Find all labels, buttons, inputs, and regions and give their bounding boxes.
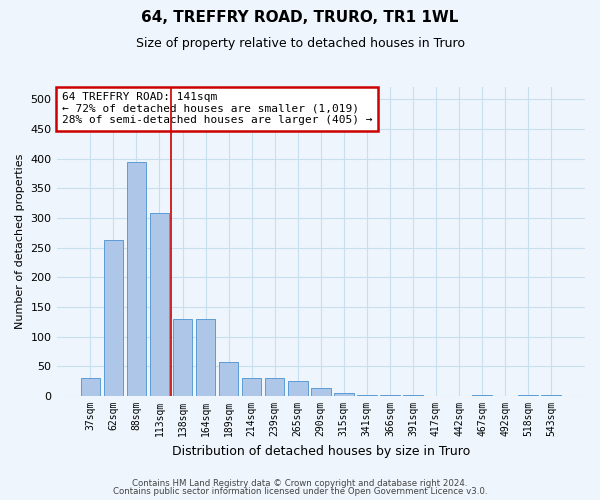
Text: Contains public sector information licensed under the Open Government Licence v3: Contains public sector information licen… [113, 487, 487, 496]
Bar [80, 378, 100, 396]
Bar [311, 388, 331, 396]
Y-axis label: Number of detached properties: Number of detached properties [15, 154, 25, 330]
Bar [334, 393, 353, 396]
Text: 64, TREFFRY ROAD, TRURO, TR1 1WL: 64, TREFFRY ROAD, TRURO, TR1 1WL [142, 10, 458, 25]
Bar [242, 378, 262, 396]
X-axis label: Distribution of detached houses by size in Truro: Distribution of detached houses by size … [172, 444, 470, 458]
Bar [518, 395, 538, 396]
Bar [265, 378, 284, 396]
Bar [219, 362, 238, 396]
Text: Contains HM Land Registry data © Crown copyright and database right 2024.: Contains HM Land Registry data © Crown c… [132, 478, 468, 488]
Bar [104, 240, 123, 396]
Bar [357, 395, 377, 396]
Bar [288, 381, 308, 396]
Bar [149, 214, 169, 396]
Bar [196, 319, 215, 396]
Bar [127, 162, 146, 396]
Bar [541, 395, 561, 396]
Bar [173, 319, 193, 396]
Text: Size of property relative to detached houses in Truro: Size of property relative to detached ho… [136, 38, 464, 51]
Text: 64 TREFFRY ROAD: 141sqm
← 72% of detached houses are smaller (1,019)
28% of semi: 64 TREFFRY ROAD: 141sqm ← 72% of detache… [62, 92, 373, 126]
